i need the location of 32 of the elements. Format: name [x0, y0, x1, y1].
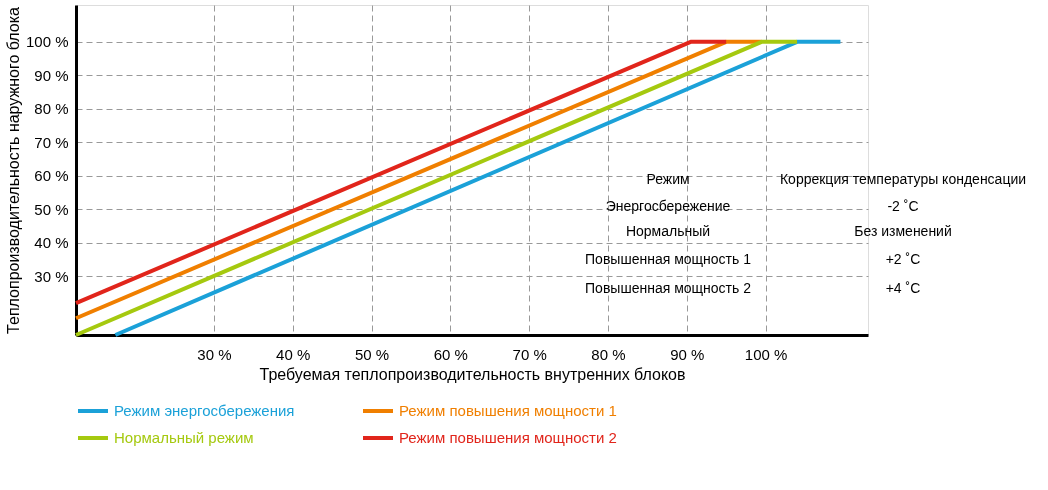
- text: +4 ˚C: [885, 280, 921, 296]
- y-tick-label: 30 %: [34, 267, 69, 285]
- y-tick-label: 90 %: [34, 66, 69, 84]
- text: +2 ˚C: [885, 251, 921, 267]
- annotation: Повышенная мощность 2: [585, 280, 752, 296]
- legend-label: Режим повышения мощности 1: [399, 402, 617, 419]
- annotation: Энергосбережение: [605, 198, 731, 214]
- x-tick-label: 30 %: [197, 345, 232, 363]
- legend-label: Режим энергосбережения: [114, 402, 295, 419]
- annotation: Коррекция температуры конденсации: [779, 171, 1027, 187]
- annotation: Без изменений: [854, 223, 952, 239]
- legend-label: Режим повышения мощности 2: [399, 429, 617, 446]
- x-tick-label: 80 %: [591, 345, 626, 363]
- y-tick-label: 50 %: [34, 200, 69, 218]
- x-tick-label: 60 %: [433, 345, 468, 363]
- y-tick-label: 80 %: [34, 100, 69, 118]
- annotation: Нормальный: [625, 223, 711, 239]
- x-axis-title: Требуемая теплопроизводительность внутренних блоков: [259, 365, 686, 383]
- x-tick-label: 70 %: [512, 345, 547, 363]
- text: -2 ˚C: [887, 198, 919, 214]
- x-tick-label: 40 %: [276, 345, 311, 363]
- annotation: Режим: [646, 171, 690, 187]
- y-axis-title: Теплопроизводительность наружного блока: [4, 7, 22, 334]
- y-tick-label: 70 %: [34, 133, 69, 151]
- x-tick-label: 50 %: [354, 345, 390, 363]
- x-tick-label: 90 %: [670, 345, 705, 363]
- y-tick-label: 60 %: [34, 167, 69, 185]
- x-tick-label: 100 %: [744, 345, 788, 363]
- legend-label: Нормальный режим: [114, 429, 254, 446]
- y-tick-label: 100 %: [25, 33, 69, 51]
- annotation: Повышенная мощность 1: [585, 251, 752, 267]
- y-tick-label: 40 %: [34, 234, 69, 252]
